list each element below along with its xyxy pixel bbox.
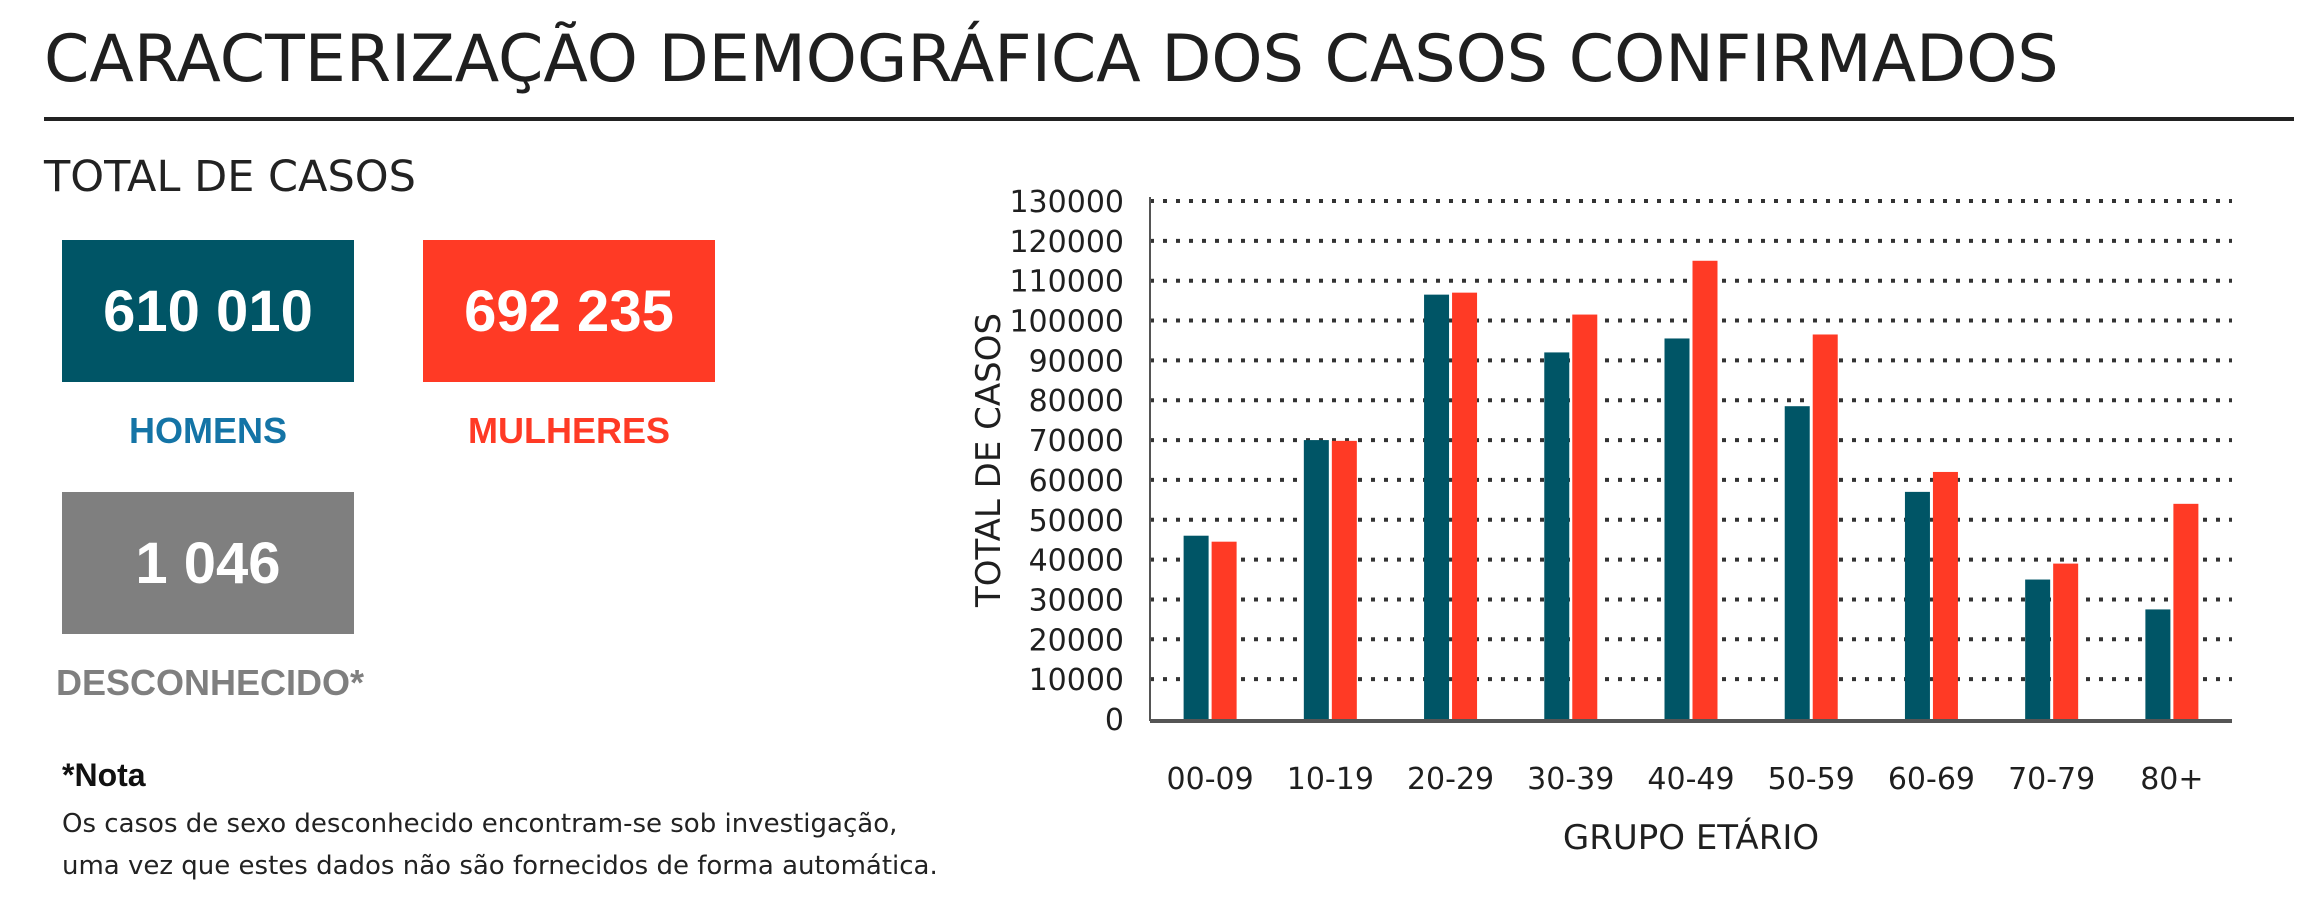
- bar-series-1: [1784, 406, 1810, 719]
- unknown-total-value: 1 046: [135, 530, 281, 596]
- y-axis-ticks: 0 10000 20000 30000 40000 50000 60000 70000 8000…: [1009, 185, 1124, 738]
- x-tick-label: 20-29: [1407, 762, 1494, 797]
- bar-series-2: [1331, 440, 1357, 719]
- y-tick-label: 10000: [1029, 663, 1124, 698]
- bar-series-2: [1932, 471, 1958, 719]
- y-tick-label: 70000: [1029, 424, 1124, 459]
- x-tick-label: 00-09: [1167, 762, 1254, 797]
- y-tick-label: 40000: [1029, 544, 1124, 579]
- x-tick-label: 10-19: [1287, 762, 1374, 797]
- bar-series-1: [2025, 579, 2051, 719]
- y-tick-label: 20000: [1029, 623, 1124, 658]
- x-tick-label: 60-69: [1888, 762, 1975, 797]
- men-total-box: 610 010: [62, 240, 354, 382]
- bar-series-2: [1452, 292, 1478, 719]
- bar-series-2: [1812, 334, 1838, 719]
- bar-series-2: [2173, 503, 2199, 719]
- bar-series-2: [1572, 314, 1598, 719]
- x-tick-label: 70-79: [2008, 762, 2095, 797]
- total-cases-heading: TOTAL DE CASOS: [44, 152, 416, 202]
- y-tick-label: 110000: [1009, 265, 1124, 300]
- y-axis-title: TOTAL DE CASOS: [969, 313, 1009, 608]
- note-line-1: Os casos de sexo desconhecido encontram-…: [62, 809, 898, 839]
- x-tick-label: 80+: [2140, 762, 2203, 797]
- x-tick-label: 40-49: [1647, 762, 1734, 797]
- x-tick-label: 30-39: [1527, 762, 1614, 797]
- y-tick-label: 50000: [1029, 504, 1124, 539]
- bar-series-1: [2145, 609, 2171, 719]
- women-total-box: 692 235: [423, 240, 715, 382]
- y-tick-label: 0: [1105, 703, 1124, 738]
- unknown-total-box: 1 046: [62, 492, 354, 634]
- bar-series-1: [1544, 352, 1570, 719]
- page-title: CARACTERIZAÇÃO DEMOGRÁFICA DOS CASOS CON…: [44, 22, 2059, 97]
- bar-series-1: [1424, 294, 1450, 719]
- y-tick-label: 90000: [1029, 344, 1124, 379]
- x-axis-ticks: 00-09 10-19 20-29 30-39 40-49 50-59 60-69 70-79…: [1167, 762, 2204, 797]
- bar-series-1: [1664, 338, 1690, 719]
- title-divider: [44, 117, 2294, 121]
- y-tick-label: 80000: [1029, 384, 1124, 419]
- y-tick-label: 120000: [1009, 225, 1124, 260]
- men-total-value: 610 010: [103, 278, 313, 344]
- note-text: Os casos de sexo desconhecido encontram-…: [62, 803, 962, 887]
- note-title: *Nota: [62, 757, 146, 793]
- bar-series-1: [1303, 440, 1329, 719]
- x-axis-title: GRUPO ETÁRIO: [1563, 817, 1819, 858]
- bar-series-1: [1183, 535, 1209, 719]
- unknown-label: DESCONHECIDO*: [55, 662, 365, 703]
- bar-series-2: [1692, 260, 1718, 719]
- bar-series-2: [1211, 541, 1237, 719]
- y-tick-label: 130000: [1009, 185, 1124, 220]
- men-label: HOMENS: [128, 410, 287, 451]
- y-tick-label: 60000: [1029, 464, 1124, 499]
- y-tick-label: 100000: [1009, 305, 1124, 340]
- bar-series-1: [1904, 491, 1930, 719]
- x-tick-label: 50-59: [1768, 762, 1855, 797]
- bar-series-2: [2053, 563, 2079, 719]
- note-line-2: uma vez que estes dados não são fornecid…: [62, 851, 938, 881]
- women-label: MULHERES: [467, 410, 670, 451]
- y-tick-label: 30000: [1029, 583, 1124, 618]
- chart-bars: [1183, 260, 2199, 719]
- women-total-value: 692 235: [464, 278, 674, 344]
